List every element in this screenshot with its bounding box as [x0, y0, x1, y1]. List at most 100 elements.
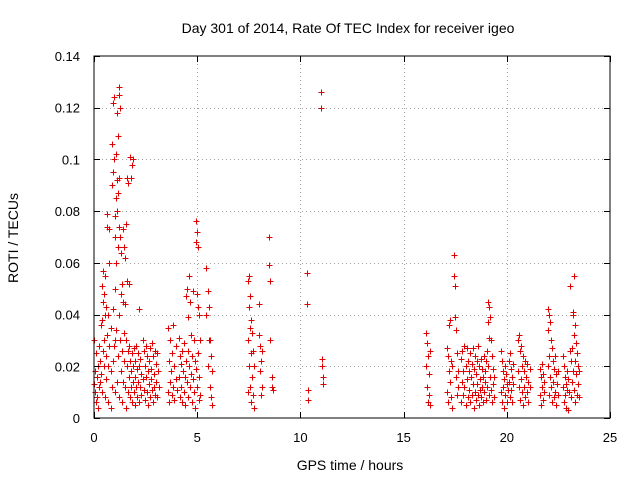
data-point — [490, 381, 497, 388]
tick-marks — [94, 56, 611, 419]
data-point — [319, 363, 326, 370]
data-point — [190, 288, 197, 295]
data-point — [553, 402, 560, 409]
data-point — [188, 332, 195, 339]
data-point — [132, 402, 139, 409]
data-point — [489, 353, 496, 360]
data-point — [509, 374, 516, 381]
data-points — [91, 84, 583, 414]
data-point — [115, 190, 122, 197]
data-point — [506, 379, 513, 386]
data-point — [154, 350, 161, 357]
data-point — [143, 343, 150, 350]
data-point — [136, 306, 143, 313]
data-point — [130, 156, 137, 163]
data-point — [465, 358, 472, 365]
data-point — [318, 89, 325, 96]
data-point — [121, 244, 128, 251]
data-point — [304, 301, 311, 308]
data-point — [138, 371, 145, 378]
data-point — [466, 387, 473, 394]
data-point — [165, 325, 172, 332]
data-point — [136, 399, 143, 406]
data-point — [192, 358, 199, 365]
grid-lines — [94, 56, 610, 418]
data-point — [319, 356, 326, 363]
data-point — [488, 337, 495, 344]
data-point — [491, 394, 498, 401]
data-point — [141, 348, 148, 355]
data-point — [142, 363, 149, 370]
data-point — [478, 356, 485, 363]
data-point — [546, 353, 553, 360]
data-point — [145, 402, 152, 409]
data-point — [121, 358, 128, 365]
data-point — [99, 317, 106, 324]
data-point — [102, 394, 109, 401]
data-point — [484, 348, 491, 355]
data-point — [194, 291, 201, 298]
data-point — [555, 392, 562, 399]
data-point — [500, 384, 507, 391]
data-point — [571, 332, 578, 339]
data-point — [447, 317, 454, 324]
data-point — [187, 384, 194, 391]
data-point — [195, 350, 202, 357]
data-point — [129, 399, 136, 406]
y-tick-label: 0.02 — [55, 359, 80, 374]
data-point — [140, 337, 147, 344]
data-point — [147, 345, 154, 352]
data-point — [146, 381, 153, 388]
data-point — [100, 348, 107, 355]
data-point — [137, 356, 144, 363]
data-point — [470, 345, 477, 352]
data-point — [203, 312, 210, 319]
data-point — [207, 337, 214, 344]
data-point — [541, 379, 548, 386]
data-point — [560, 384, 567, 391]
data-point — [461, 384, 468, 391]
data-point — [111, 343, 118, 350]
data-point — [484, 384, 491, 391]
data-point — [498, 389, 505, 396]
data-point — [515, 368, 522, 375]
data-point — [110, 169, 117, 176]
data-point — [519, 363, 526, 370]
data-point — [452, 314, 459, 321]
data-point — [485, 319, 492, 326]
data-point — [540, 397, 547, 404]
data-point — [250, 392, 257, 399]
data-point — [115, 353, 122, 360]
data-point — [508, 366, 515, 373]
data-point — [446, 368, 453, 375]
data-point — [445, 353, 452, 360]
data-point — [156, 384, 163, 391]
data-point — [203, 265, 210, 272]
x-tick-label: 25 — [603, 430, 617, 445]
data-point — [148, 366, 155, 373]
data-point — [184, 379, 191, 386]
data-point — [132, 358, 139, 365]
chart-title: Day 301 of 2014, Rate Of TEC Index for r… — [182, 20, 515, 36]
data-point — [105, 363, 112, 370]
data-point — [458, 399, 465, 406]
data-point — [118, 291, 125, 298]
data-point — [476, 363, 483, 370]
data-point — [208, 353, 215, 360]
data-point — [501, 405, 508, 412]
data-point — [502, 392, 509, 399]
data-point — [444, 345, 451, 352]
x-tick-label: 5 — [194, 430, 201, 445]
data-point — [548, 384, 555, 391]
data-point — [551, 366, 558, 373]
data-point — [527, 384, 534, 391]
data-point — [550, 379, 557, 386]
data-point — [166, 358, 173, 365]
data-point — [186, 363, 193, 370]
data-point — [423, 330, 430, 337]
data-point — [193, 366, 200, 373]
data-point — [99, 283, 106, 290]
data-point — [454, 350, 461, 357]
data-point — [136, 363, 143, 370]
